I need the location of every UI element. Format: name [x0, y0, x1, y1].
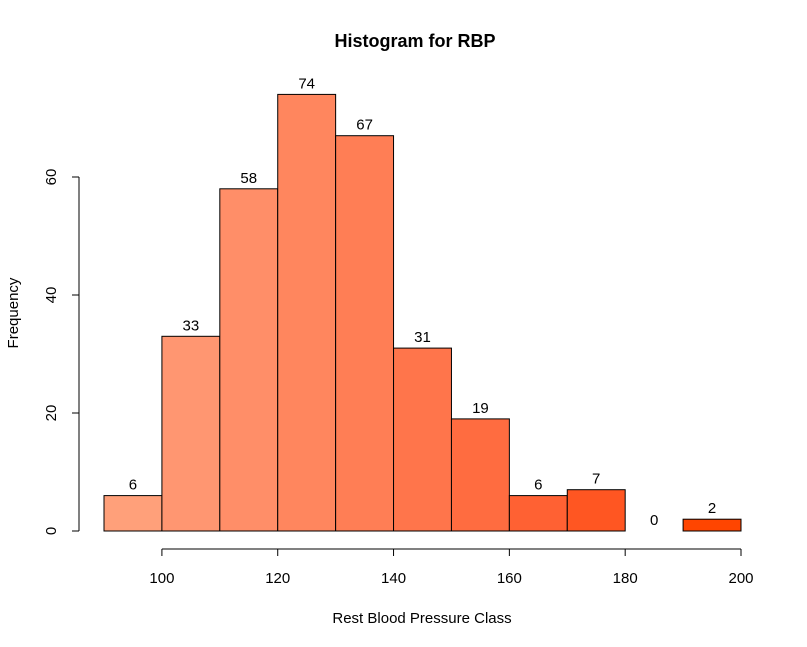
bar-count-label: 58 — [240, 170, 257, 187]
bar-count-label: 74 — [298, 75, 315, 92]
y-tick-label: 40 — [43, 287, 60, 304]
x-tick-label: 180 — [613, 570, 638, 587]
bar-count-label: 67 — [356, 117, 373, 134]
y-tick-label: 60 — [43, 169, 60, 186]
histogram-bar — [103, 495, 163, 532]
histogram-bar — [682, 518, 742, 532]
x-axis-label: Rest Blood Pressure Class — [332, 610, 511, 627]
bar-count-label: 19 — [472, 400, 489, 417]
x-tick-label: 120 — [265, 570, 290, 587]
bar-count-label: 7 — [592, 471, 600, 488]
x-axis: 100 120 140 160 180 200 — [149, 548, 754, 587]
bar-count-label: 6 — [534, 477, 542, 494]
bar-count-label: 2 — [708, 500, 716, 517]
y-tick-label: 0 — [43, 527, 60, 535]
x-tick-label: 200 — [728, 570, 753, 587]
histogram-bar — [566, 489, 626, 532]
y-tick-label: 20 — [43, 405, 60, 422]
bar-count-label: 33 — [183, 317, 200, 334]
x-tick-label: 100 — [149, 570, 174, 587]
y-axis-label: Frequency — [5, 277, 22, 348]
bar-count-label: 31 — [414, 329, 431, 346]
histogram-bar — [450, 418, 510, 532]
x-tick-label: 160 — [497, 570, 522, 587]
chart-title: Histogram for RBP — [334, 31, 495, 51]
histogram-bar — [393, 347, 452, 532]
x-tick-label: 140 — [381, 570, 406, 587]
bar-count-label: 6 — [129, 477, 137, 494]
bars-group — [103, 93, 742, 532]
histogram-bar — [508, 495, 568, 532]
histogram-bar — [335, 135, 395, 532]
histogram-bar — [219, 188, 279, 532]
histogram-bar — [161, 335, 221, 532]
y-axis: 0 20 40 60 — [43, 169, 80, 535]
histogram-bar — [277, 93, 337, 532]
bar-count-label: 0 — [650, 512, 658, 529]
